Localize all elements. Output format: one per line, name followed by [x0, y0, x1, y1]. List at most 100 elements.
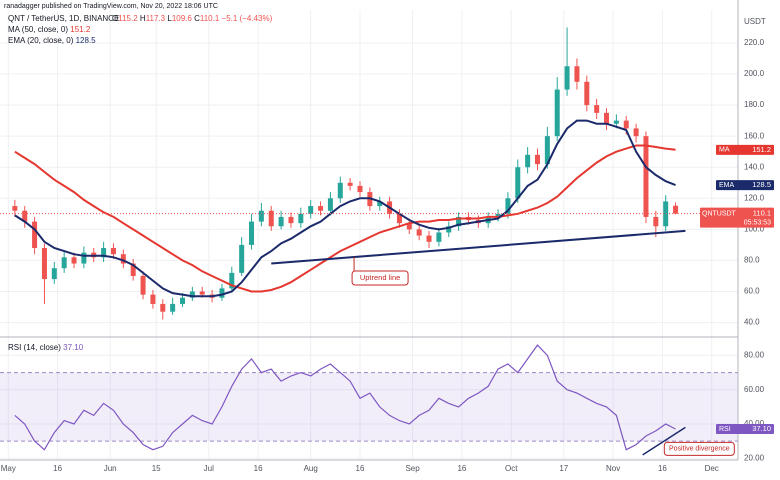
- candle-body: [436, 232, 442, 242]
- series-badge-name: MA: [719, 147, 730, 154]
- candle-body: [554, 89, 560, 137]
- candle-body: [406, 223, 412, 230]
- candle-body: [357, 185, 363, 193]
- x-tick-label: Jun: [104, 464, 117, 473]
- candle-body: [643, 136, 649, 217]
- x-tick-label: 16: [457, 464, 466, 473]
- candle-body: [564, 66, 570, 90]
- x-tick-label: 16: [254, 464, 263, 473]
- candle-body: [653, 216, 659, 227]
- candle-body: [308, 206, 314, 214]
- y-tick-label: 160.0: [744, 131, 765, 140]
- ema-legend-value: 128.5: [76, 36, 97, 45]
- ohlc-prefix: C: [194, 14, 200, 23]
- x-tick-label: 16: [356, 464, 365, 473]
- x-tick-label: May: [1, 464, 16, 473]
- annotation-box: [663, 441, 735, 456]
- y-tick-label: 220.0: [744, 38, 765, 47]
- ema-legend: EMA (20, close, 0) 128.5: [8, 36, 96, 45]
- candle-body: [110, 248, 116, 255]
- symbol-title: QNT / TetherUS, 1D, BINANCE: [8, 14, 119, 23]
- candle-body: [268, 210, 274, 227]
- candle-body: [32, 221, 38, 249]
- x-tick-label: 16: [53, 464, 62, 473]
- candle-body: [278, 216, 284, 227]
- ohlc-change: −5.1 (−4.43%): [222, 14, 273, 23]
- candle-body: [347, 182, 353, 186]
- y-tick-label: 60.0: [744, 287, 760, 296]
- rsi-band: [0, 372, 738, 442]
- x-tick-label: 16: [658, 464, 667, 473]
- y-tick-label: 140.0: [744, 162, 765, 171]
- x-tick-label: Sep: [405, 464, 420, 473]
- y-tick-label: 40.0: [744, 318, 760, 327]
- ohlc-value: 117.3: [146, 14, 166, 23]
- ema-legend-name: EMA (20, close, 0): [8, 36, 74, 45]
- candle-body: [249, 221, 255, 245]
- x-tick-label: Oct: [505, 464, 518, 473]
- candle-body: [170, 303, 176, 312]
- candle-body: [673, 205, 679, 214]
- countdown: 05:53:53: [744, 220, 771, 227]
- candle-body: [318, 206, 324, 211]
- candle-body: [189, 291, 195, 298]
- series-badge-value: 151.2: [752, 145, 771, 154]
- trendline: [271, 229, 686, 265]
- candle-body: [663, 201, 669, 227]
- candle-body: [426, 235, 432, 242]
- candle-body: [101, 248, 107, 258]
- candle-body: [584, 81, 590, 106]
- candle-body: [594, 105, 600, 113]
- grid: [0, 10, 738, 460]
- ohlc-value: 109.6: [172, 14, 193, 23]
- candle-body: [515, 167, 521, 199]
- y-tick-label: 100.0: [744, 224, 765, 233]
- candle-body: [377, 201, 383, 207]
- candle-body: [219, 288, 225, 298]
- price-badge-value: 110.1: [753, 209, 771, 218]
- candle-body: [258, 210, 264, 222]
- candle-body: [130, 263, 136, 276]
- y-tick-label: 40.00: [744, 419, 765, 428]
- currency: USDT: [744, 17, 766, 26]
- y-tick-label: 200.0: [744, 69, 765, 78]
- candle-body: [229, 272, 235, 289]
- ma-legend-value: 151.2: [70, 25, 91, 34]
- candle-body: [623, 120, 629, 129]
- moving-average-line: [14, 144, 676, 293]
- candle-body: [396, 213, 402, 224]
- ohlc-legend: O115.2 H117.3 L109.6 C110.1 −5.1 (−4.43%…: [112, 14, 273, 23]
- candle-body: [446, 226, 452, 233]
- moving-average-line: [14, 119, 676, 298]
- annotation-text: Positive divergence: [669, 446, 730, 453]
- rsi-badge: [716, 423, 774, 434]
- rsi-badge-value: 37.10: [752, 424, 771, 433]
- candle-body: [160, 303, 166, 312]
- candle-body: [199, 291, 205, 295]
- candle-body: [495, 213, 501, 217]
- x-tick-label: 17: [559, 464, 568, 473]
- x-tick-label: Aug: [304, 464, 318, 473]
- y-tick-label: 180.0: [744, 100, 765, 109]
- y-tick-label: 80.00: [744, 351, 765, 360]
- rsi-legend-value: 37.10: [63, 343, 84, 352]
- candle-body: [604, 112, 610, 124]
- x-tick-label: Dec: [705, 464, 719, 473]
- candle-body: [416, 229, 422, 236]
- plot: [0, 27, 738, 456]
- candle-body: [288, 216, 294, 224]
- candle-body: [81, 252, 87, 264]
- candle-body: [179, 297, 185, 304]
- candle-body: [41, 248, 47, 280]
- candle-body: [298, 213, 304, 224]
- rsi-badge-name: RSI: [719, 426, 731, 433]
- ohlc-prefix: L: [167, 14, 172, 23]
- ohlc-prefix: O: [112, 14, 118, 23]
- candle-body: [534, 154, 540, 165]
- divergence-line: [642, 426, 686, 456]
- price-badge-symbol: QNTUSDT: [702, 211, 737, 218]
- candle-body: [505, 198, 511, 214]
- rsi-legend: RSI (14, close) 37.10: [8, 343, 84, 352]
- ma-legend-name: MA (50, close, 0): [8, 25, 68, 34]
- publisher: ranadagger published on TradingView.com,…: [4, 3, 218, 10]
